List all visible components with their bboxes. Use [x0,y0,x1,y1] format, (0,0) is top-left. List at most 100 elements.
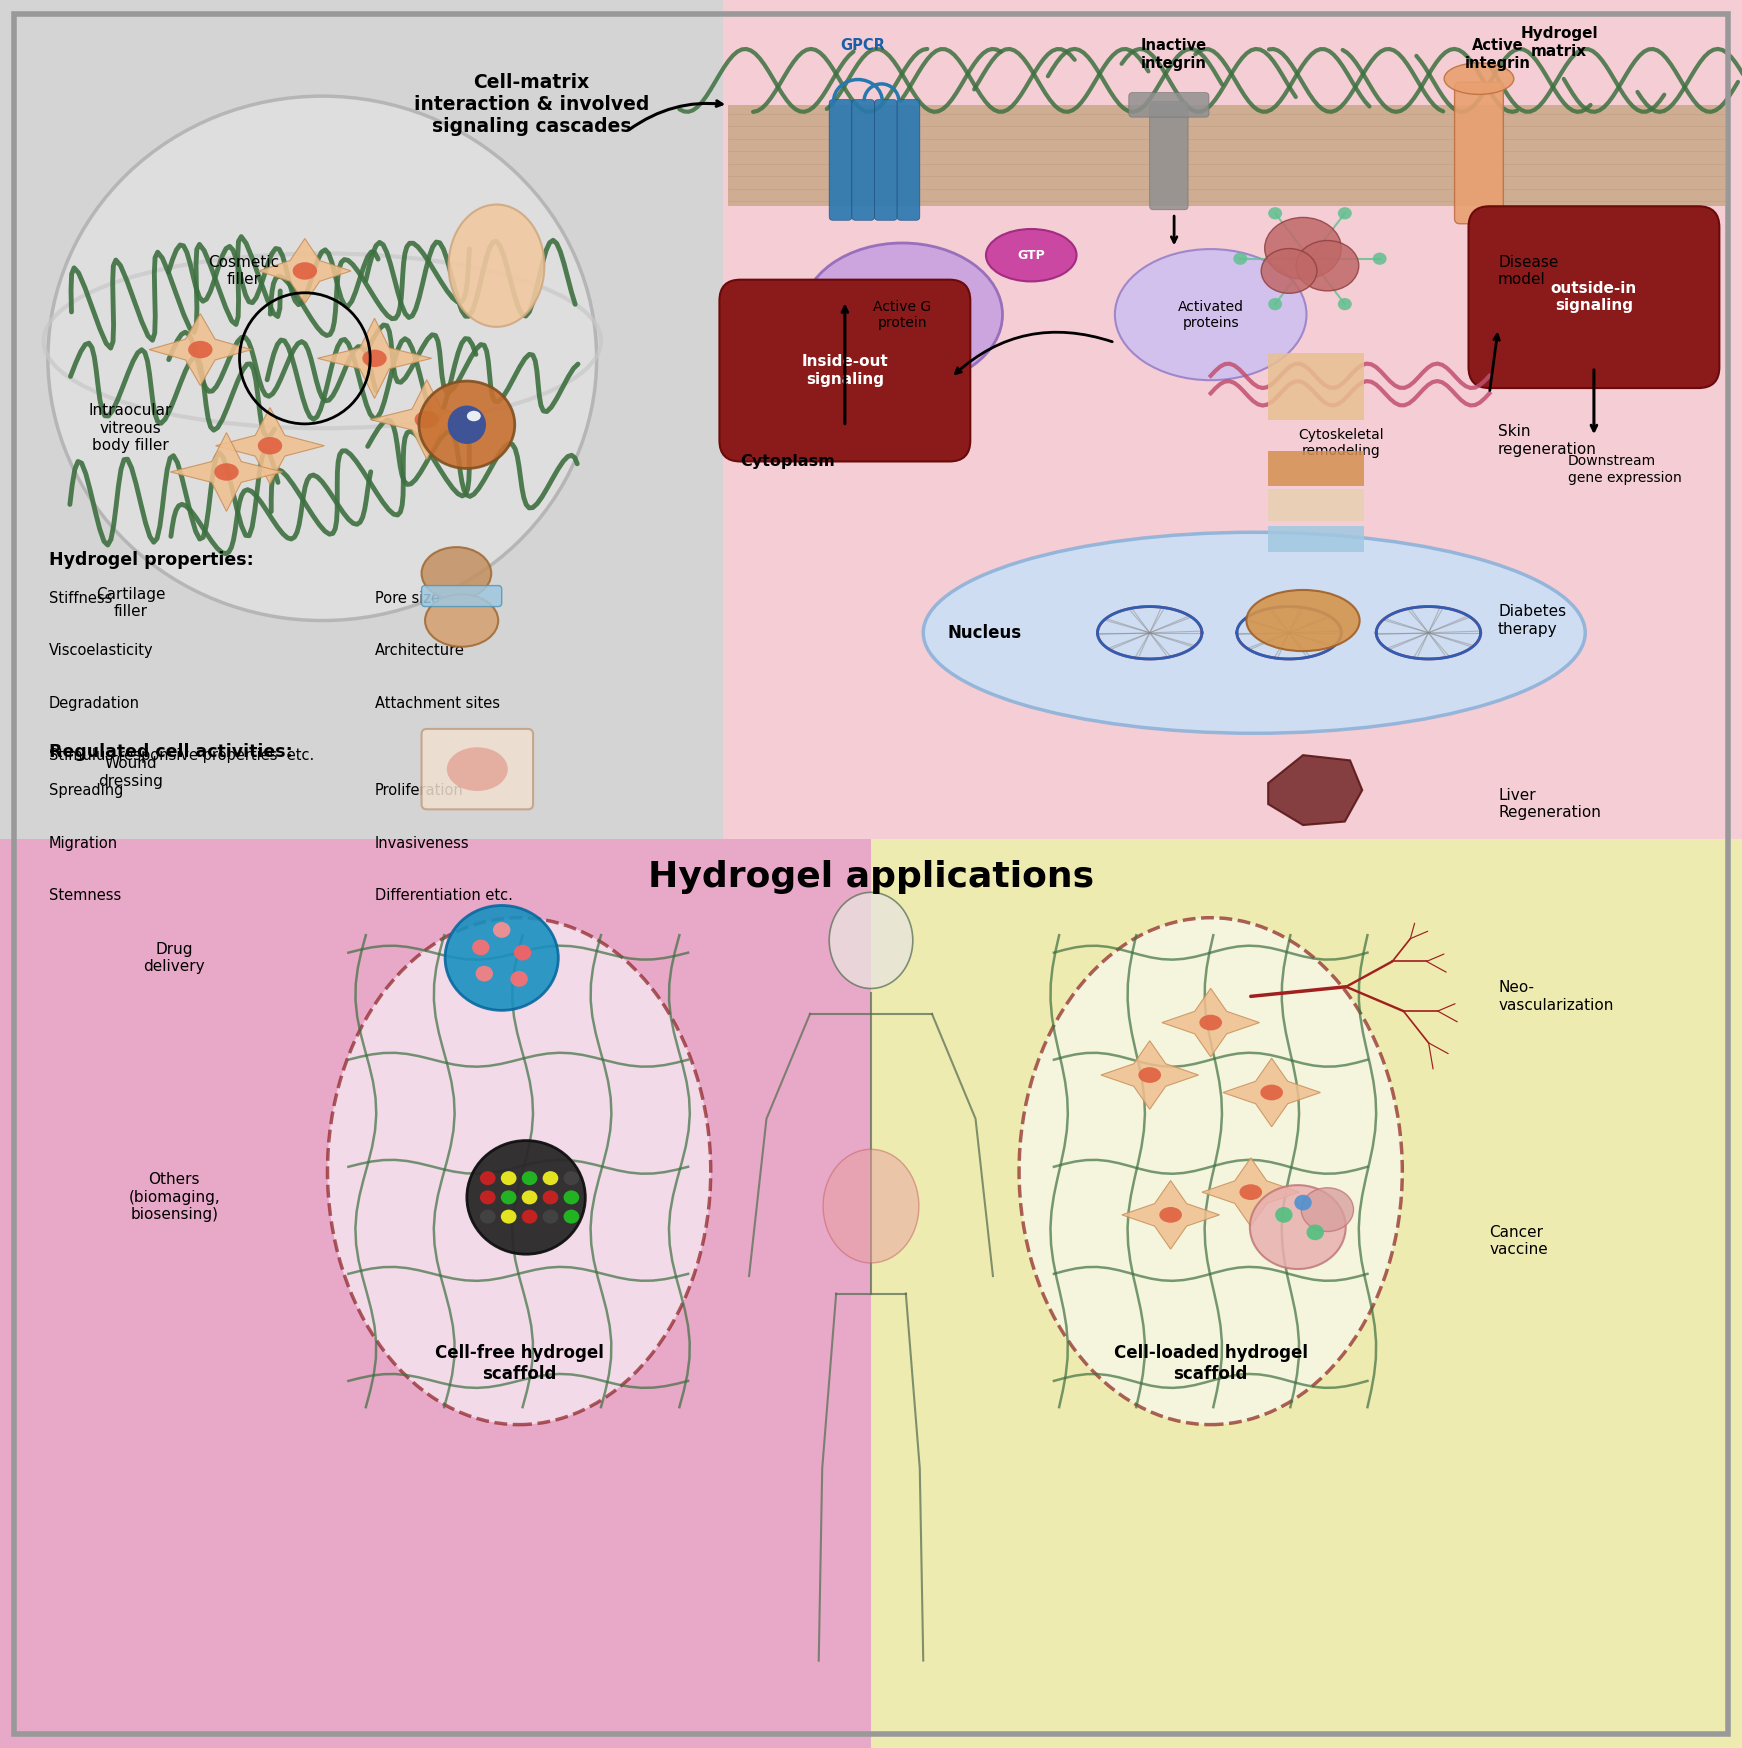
Ellipse shape [472,940,490,954]
Ellipse shape [214,463,239,481]
Text: Stimulus-responsive properties  etc.: Stimulus-responsive properties etc. [49,748,314,764]
Ellipse shape [829,891,913,989]
Ellipse shape [986,229,1077,281]
Ellipse shape [1246,591,1359,650]
Text: Stiffness: Stiffness [49,591,111,607]
Ellipse shape [415,411,439,428]
Text: Proliferation: Proliferation [375,783,463,799]
Polygon shape [216,407,324,484]
Ellipse shape [1115,250,1306,381]
Ellipse shape [446,746,509,790]
Text: Drug
delivery: Drug delivery [143,942,206,974]
Ellipse shape [510,972,528,986]
Text: Diabetes
therapy: Diabetes therapy [1498,605,1566,636]
Ellipse shape [544,1171,559,1185]
Polygon shape [260,238,350,304]
Ellipse shape [514,944,531,961]
Ellipse shape [448,406,486,444]
Text: GTP: GTP [1017,248,1045,262]
Ellipse shape [481,1190,496,1204]
Ellipse shape [1139,1066,1162,1082]
Ellipse shape [448,205,544,327]
Ellipse shape [420,381,516,468]
Ellipse shape [1444,63,1514,94]
Text: Disease
model: Disease model [1498,255,1559,287]
FancyBboxPatch shape [897,100,920,220]
Text: Intraocular
vitreous
body filler: Intraocular vitreous body filler [89,404,172,453]
Polygon shape [1162,988,1259,1058]
Ellipse shape [467,411,481,421]
Ellipse shape [563,1171,578,1185]
Ellipse shape [1275,1206,1293,1224]
FancyBboxPatch shape [1268,526,1364,552]
Ellipse shape [544,1190,559,1204]
Text: Cartilage
filler: Cartilage filler [96,587,165,619]
Text: Spreading: Spreading [49,783,124,799]
Polygon shape [1101,1040,1198,1110]
Ellipse shape [502,1190,517,1204]
Ellipse shape [444,905,557,1010]
Ellipse shape [1268,297,1282,309]
FancyBboxPatch shape [1469,206,1719,388]
Ellipse shape [258,437,282,454]
Polygon shape [1268,755,1362,825]
Text: Degradation: Degradation [49,696,139,711]
Ellipse shape [523,1210,538,1224]
Text: Wound
dressing: Wound dressing [98,757,164,788]
FancyBboxPatch shape [719,280,970,461]
FancyBboxPatch shape [871,839,1742,1748]
Ellipse shape [502,1210,517,1224]
Ellipse shape [1338,208,1352,220]
Ellipse shape [1251,1185,1345,1269]
Text: Downstream
gene expression: Downstream gene expression [1568,454,1681,484]
Text: Nucleus: Nucleus [948,624,1021,642]
Text: Cell-free hydrogel
scaffold: Cell-free hydrogel scaffold [436,1344,603,1383]
Ellipse shape [563,1190,578,1204]
Text: Neo-
vascularization: Neo- vascularization [1498,981,1613,1012]
FancyBboxPatch shape [874,100,897,220]
FancyBboxPatch shape [0,0,723,839]
Polygon shape [1122,1180,1219,1250]
Text: Cell-loaded hydrogel
scaffold: Cell-loaded hydrogel scaffold [1113,1344,1308,1383]
Text: Activated
proteins: Activated proteins [1178,299,1244,330]
Ellipse shape [1019,918,1402,1425]
Text: Active
integrin: Active integrin [1465,38,1531,72]
Text: Cytoskeletal
remodeling: Cytoskeletal remodeling [1298,428,1385,458]
Ellipse shape [523,1190,538,1204]
Ellipse shape [1160,1206,1183,1224]
Polygon shape [150,313,251,386]
Ellipse shape [481,1210,496,1224]
Text: Others
(biomaging,
biosensing): Others (biomaging, biosensing) [129,1173,219,1222]
Text: Inactive
integrin: Inactive integrin [1141,38,1207,72]
Ellipse shape [1259,1084,1282,1101]
Ellipse shape [476,965,493,982]
Text: Liver
Regeneration: Liver Regeneration [1498,788,1601,820]
Ellipse shape [467,1140,585,1255]
FancyBboxPatch shape [829,100,852,220]
Ellipse shape [1265,217,1341,280]
Ellipse shape [563,1210,578,1224]
Text: outside-in
signaling: outside-in signaling [1550,281,1637,313]
FancyBboxPatch shape [1150,101,1188,210]
Ellipse shape [502,1171,517,1185]
Text: Cytoplasm: Cytoplasm [740,454,834,470]
Ellipse shape [188,341,213,358]
Ellipse shape [493,923,510,937]
FancyBboxPatch shape [1455,82,1503,224]
Ellipse shape [327,918,711,1425]
Ellipse shape [47,96,596,621]
Polygon shape [369,379,484,460]
Text: Hydrogel properties:: Hydrogel properties: [49,551,254,568]
FancyBboxPatch shape [1268,451,1364,486]
FancyBboxPatch shape [0,839,871,1748]
Ellipse shape [1373,252,1387,266]
Ellipse shape [1198,1014,1223,1031]
Text: GPCR: GPCR [840,38,885,54]
Polygon shape [1202,1157,1300,1227]
Ellipse shape [544,1210,559,1224]
Text: Cell-matrix
interaction & involved
signaling cascades: Cell-matrix interaction & involved signa… [413,73,650,136]
Text: Stemness: Stemness [49,888,120,904]
Ellipse shape [1296,241,1359,290]
Polygon shape [171,432,282,512]
Ellipse shape [425,594,498,647]
